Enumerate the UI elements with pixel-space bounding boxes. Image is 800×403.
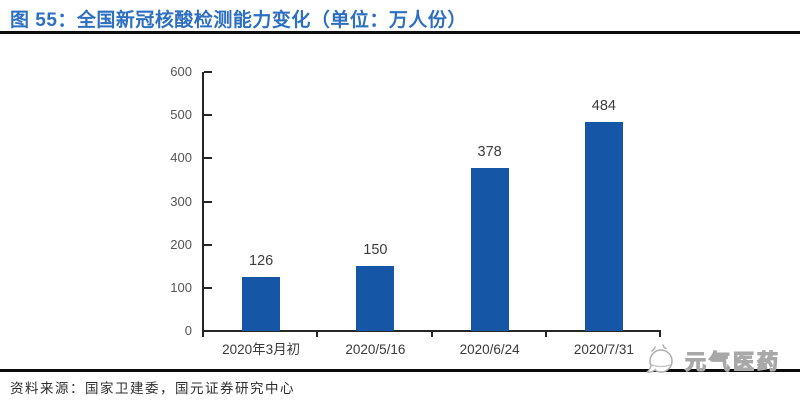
x-tick-mark — [544, 331, 547, 337]
mascot-chat-bubble-icon — [646, 344, 673, 373]
y-tick-mark — [204, 157, 212, 160]
y-tick-label: 0 — [184, 323, 192, 338]
y-tick-mark — [204, 114, 212, 117]
x-tick-mark — [430, 331, 433, 337]
bar — [584, 122, 623, 331]
y-tick-mark — [204, 200, 212, 203]
y-tick-label: 600 — [170, 64, 192, 79]
y-tick-mark — [204, 71, 212, 73]
bar-value-label: 484 — [591, 98, 616, 115]
title-divider — [0, 31, 800, 34]
brand-watermark: 元气医药 — [646, 343, 781, 379]
x-category-label: 2020/5/16 — [345, 342, 406, 357]
bar — [356, 266, 395, 331]
x-category-label: 2020/6/24 — [459, 342, 520, 357]
y-tick-mark — [204, 330, 212, 332]
footer-divider — [0, 369, 800, 372]
bar — [470, 167, 509, 331]
bar-value-label: 150 — [363, 242, 388, 259]
source-note: 资料来源：国家卫建委，国元证券研究中心 — [10, 381, 295, 396]
bar-value-label: 378 — [477, 143, 502, 160]
y-tick-mark — [204, 286, 212, 289]
brand-name: 元气医药 — [684, 350, 781, 374]
x-tick-mark — [316, 331, 319, 337]
bar-value-label: 126 — [249, 252, 274, 269]
y-tick-label: 200 — [170, 236, 192, 252]
x-category-label: 2020/7/31 — [573, 342, 634, 357]
bar — [242, 276, 281, 331]
x-tick-mark — [659, 331, 661, 337]
x-category-label: 2020年3月初 — [222, 342, 301, 357]
y-tick-label: 400 — [170, 150, 192, 166]
y-tick-label: 100 — [170, 279, 192, 295]
y-axis-line — [202, 72, 204, 331]
y-tick-mark — [204, 243, 212, 246]
x-tick-mark — [202, 331, 204, 337]
y-tick-label: 300 — [170, 193, 192, 209]
y-tick-label: 500 — [170, 107, 192, 123]
figure-title: 图 55：全国新冠核酸检测能力变化（单位：万人份） — [10, 10, 467, 31]
